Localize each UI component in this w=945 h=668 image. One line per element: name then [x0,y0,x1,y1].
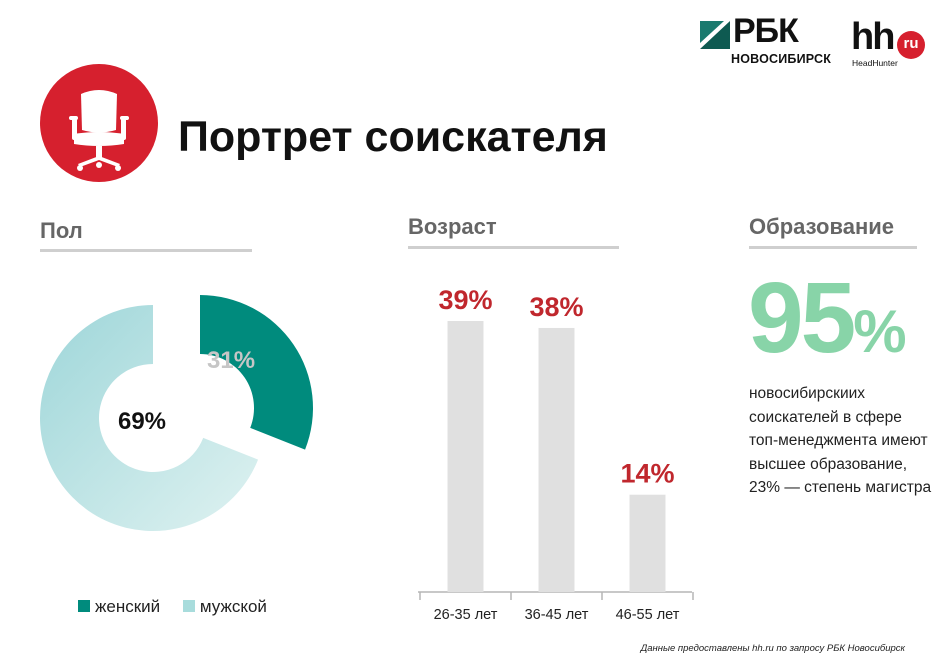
rbk-logo-icon [700,21,730,49]
legend-swatch-male [182,599,195,612]
section-title-age: Возраст [408,214,497,239]
legend-swatch-female [78,599,90,612]
education-big-percent: % [853,298,907,365]
section-divider-age [408,246,619,249]
gender-legend: женский мужской [78,597,285,617]
rbk-logo-city: НОВОСИБИРСК [731,52,832,66]
bar-value-label: 39% [438,285,492,315]
hh-logo-subtitle: HeadHunter [852,58,898,68]
legend-item-female: женский [78,597,160,617]
section-title-gender: Пол [40,218,83,243]
donut-slice-female [200,295,313,450]
donut-label-male: 69% [118,408,166,435]
section-divider-gender [40,249,252,252]
section-title-education: Образование [749,214,894,239]
education-big-stat: 95% [748,268,907,368]
donut-slice-male [39,305,259,531]
bar-1 [447,321,484,592]
hh-logo-text: hh [851,16,895,58]
gender-donut-chart: 31% 69% [39,295,313,531]
rbk-logo-text: РБК [733,12,799,50]
bar-value-label: 38% [529,292,583,322]
legend-label-female: женский [95,597,161,616]
section-divider-education [749,246,917,249]
source-note: Данные предоставлены hh.ru по запросу РБ… [640,643,905,654]
bar-3 [629,494,666,592]
bar-value-label: 14% [620,459,674,489]
bar-category-label: 36-45 лет [525,607,589,623]
bar-category-label: 26-35 лет [434,607,498,623]
education-big-number: 95 [748,262,856,374]
donut-label-female: 31% [207,347,255,374]
legend-item-male: мужской [182,597,267,617]
bar-category-label: 46-55 лет [616,607,680,623]
office-chair-icon [40,64,158,182]
legend-label-male: мужской [199,597,267,616]
bar-2 [538,327,575,592]
age-bar-chart: 39% 26-35 лет 38% 36-45 лет 14% 46-55 лет [418,285,694,623]
page-title: Портрет соискателя [178,113,608,161]
hh-logo-ru-badge: ru [897,31,925,59]
education-description: новосибирскиих соискателей в сфере топ-м… [749,385,932,496]
